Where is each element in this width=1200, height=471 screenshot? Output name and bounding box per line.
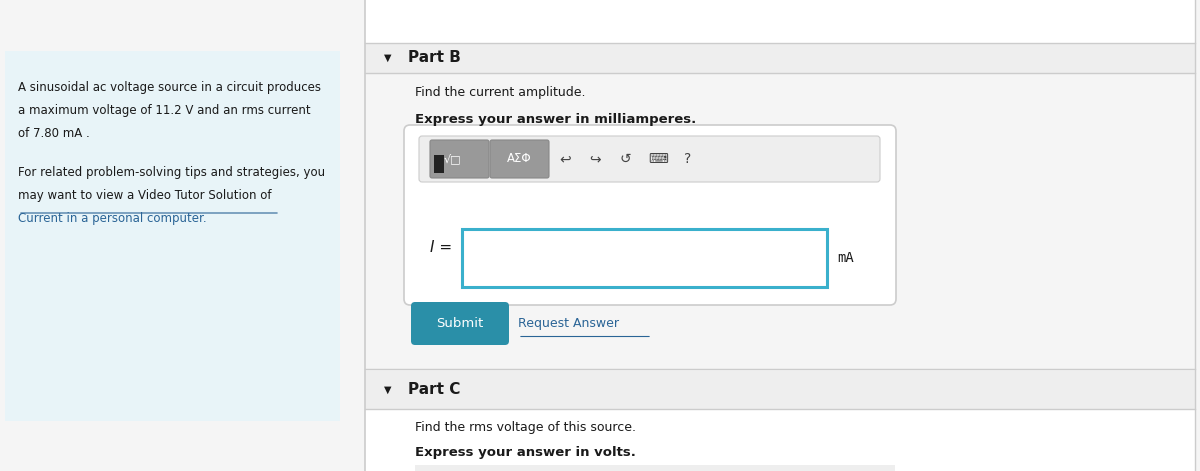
Text: ▼: ▼ <box>384 53 391 63</box>
Text: AΣΦ: AΣΦ <box>506 153 532 165</box>
Text: A sinusoidal ac voltage source in a circuit produces: A sinusoidal ac voltage source in a circ… <box>18 81 322 94</box>
Text: Find the rms voltage of this source.: Find the rms voltage of this source. <box>415 421 636 434</box>
FancyBboxPatch shape <box>419 136 880 182</box>
Text: √□: √□ <box>443 154 461 164</box>
Text: Part C: Part C <box>408 382 461 398</box>
FancyBboxPatch shape <box>430 140 490 178</box>
Bar <box>415 465 895 471</box>
FancyBboxPatch shape <box>490 140 550 178</box>
Bar <box>365 43 1195 73</box>
Text: For related problem-solving tips and strategies, you: For related problem-solving tips and str… <box>18 166 325 179</box>
Text: Submit: Submit <box>437 317 484 330</box>
Text: Express your answer in milliamperes.: Express your answer in milliamperes. <box>415 113 696 126</box>
Text: ↺: ↺ <box>619 152 631 166</box>
Bar <box>365 371 1195 409</box>
Text: mA: mA <box>836 251 853 265</box>
FancyBboxPatch shape <box>434 155 444 173</box>
Text: Find the current amplitude.: Find the current amplitude. <box>415 86 586 99</box>
Text: ⌨: ⌨ <box>648 152 668 166</box>
Text: a maximum voltage of 11.2 V and an rms current: a maximum voltage of 11.2 V and an rms c… <box>18 104 311 117</box>
Text: ▼: ▼ <box>384 385 391 395</box>
Text: Express your answer in volts.: Express your answer in volts. <box>415 446 636 459</box>
Text: ?: ? <box>684 152 691 166</box>
FancyBboxPatch shape <box>5 51 340 421</box>
Text: ↪: ↪ <box>589 152 601 166</box>
Text: Request Answer: Request Answer <box>518 317 619 330</box>
Text: may want to view a Video Tutor Solution of: may want to view a Video Tutor Solution … <box>18 189 271 202</box>
FancyBboxPatch shape <box>412 302 509 345</box>
FancyBboxPatch shape <box>404 125 896 305</box>
Text: ↩: ↩ <box>559 152 571 166</box>
Text: Part B: Part B <box>408 50 461 65</box>
Bar <box>365 409 1195 471</box>
Text: Current in a personal computer.: Current in a personal computer. <box>18 212 206 225</box>
Bar <box>365 0 1195 43</box>
FancyBboxPatch shape <box>462 229 827 287</box>
Text: of 7.80 mA .: of 7.80 mA . <box>18 127 90 140</box>
Text: I =: I = <box>430 241 452 255</box>
